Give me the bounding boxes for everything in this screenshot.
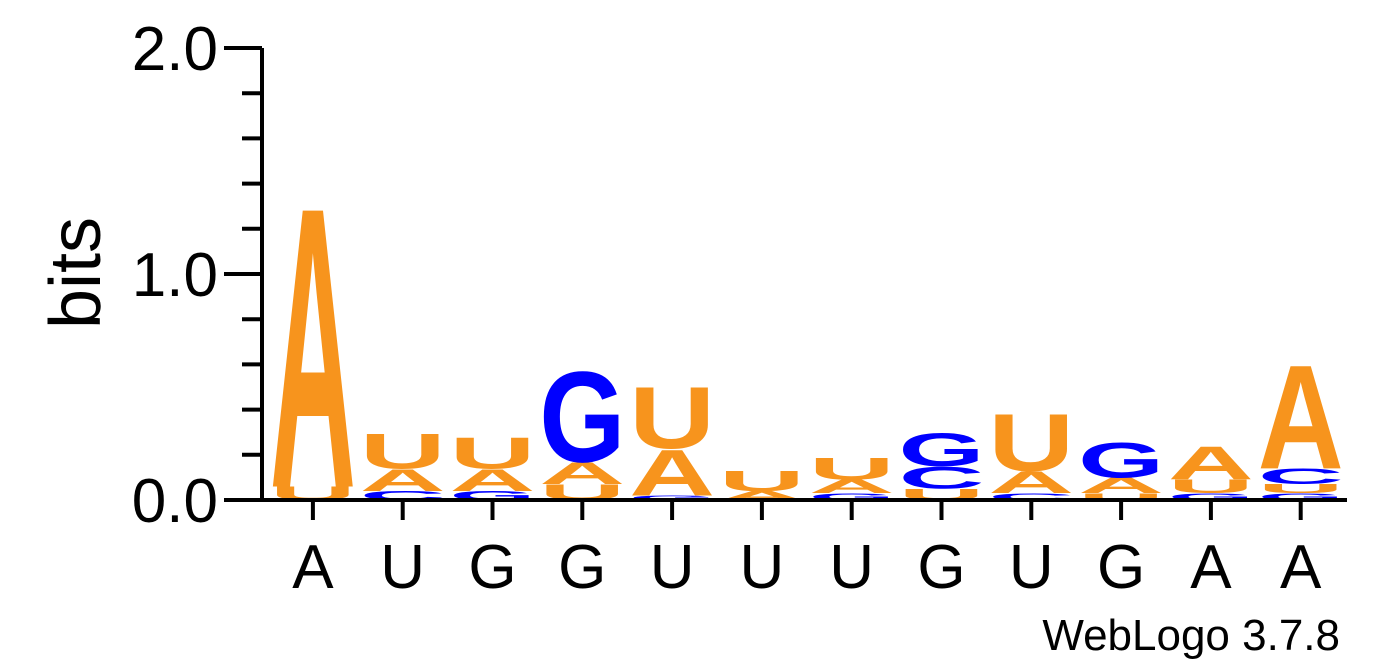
x-tick-label: U [650, 533, 695, 602]
logo-letter-a: A [539, 456, 625, 491]
x-tick-label: U [740, 533, 785, 602]
logo-letter-c: C [1258, 464, 1344, 489]
weblogo-credit: WebLogo 3.7.8 [1042, 611, 1340, 660]
logo-letter-a: A [629, 436, 715, 510]
x-tick-label: A [292, 533, 334, 602]
logo-letter-a: A [449, 463, 535, 498]
logo-letter-g: G [629, 494, 715, 501]
logo-letter-a: A [988, 465, 1074, 500]
logo-letter-u: U [719, 466, 805, 498]
logo-letter-u: U [629, 369, 715, 468]
logo-letter-g: G [1078, 432, 1164, 488]
logo-letter-g: G [809, 491, 895, 502]
logo-letter-g: G [1258, 491, 1344, 502]
logo-letter-a: A [1258, 334, 1344, 501]
y-axis-label: bits [36, 217, 116, 329]
logo-letter-u: U [1168, 476, 1254, 497]
logo-letter-u: U [1258, 482, 1344, 496]
x-tick-label: A [1190, 533, 1232, 602]
x-tick-label: G [468, 533, 516, 602]
x-tick-label: G [1097, 533, 1145, 602]
logo-letter-u: U [360, 423, 446, 479]
logo-letter-a: A [1078, 473, 1164, 498]
logo-letter-g: G [539, 344, 625, 489]
x-tick-label: G [558, 533, 606, 602]
logo-letter-u: U [809, 451, 895, 486]
y-tick-label: 0.0 [132, 467, 218, 536]
logo-letter-a: A [360, 463, 446, 498]
x-tick-label: G [917, 533, 965, 602]
logo-letter-u: U [450, 429, 536, 478]
y-axis: 0.0 1.0 2.0 [132, 15, 264, 536]
x-tick-label: A [1280, 533, 1322, 602]
logo-letter-u: U [988, 396, 1074, 488]
y-tick-label: 2.0 [132, 15, 218, 84]
logo-letter-a: A [809, 476, 895, 497]
logo-letter-c: C [898, 460, 984, 495]
logo-letter-a: A [270, 123, 356, 572]
logo-letter-a: A [1168, 437, 1254, 490]
x-tick-label: U [1009, 533, 1054, 602]
logo-letter-g: G [899, 424, 985, 477]
y-tick-label: 1.0 [132, 241, 218, 310]
x-tick-label: U [829, 533, 874, 602]
logo-letter-c: C [988, 491, 1074, 502]
logo-letter-g: G [1168, 491, 1254, 502]
x-tick-label: U [380, 533, 425, 602]
logo-letter-u: U [1078, 491, 1164, 502]
